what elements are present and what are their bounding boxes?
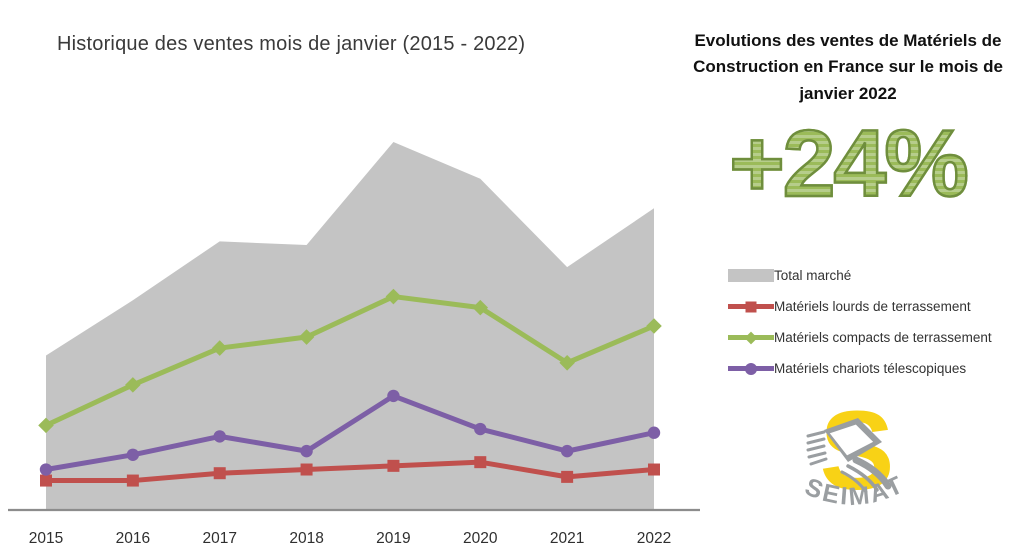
panel-title: Evolutions des ventes de Matériels de Co…	[693, 31, 1003, 103]
circle-marker-icon	[647, 426, 661, 439]
square-marker-icon	[387, 459, 400, 472]
seimat-logo: S SEIMAT	[801, 396, 907, 513]
x-axis-label: 2020	[463, 530, 498, 547]
legend-item-lourds: Matériels lourds de terrassement	[728, 291, 992, 322]
legend-item-compacts: Matériels compacts de terrassement	[728, 322, 992, 353]
legend-label: Matériels compacts de terrassement	[774, 330, 992, 345]
circle-marker-icon	[300, 444, 313, 458]
series-line	[43, 459, 657, 484]
square-marker-icon	[745, 301, 757, 312]
square-marker-icon	[561, 470, 574, 483]
growth-percentage: +24%	[672, 115, 1024, 213]
circle-marker-icon	[560, 444, 574, 458]
square-marker-icon	[300, 463, 313, 476]
x-axis-label: 2016	[116, 530, 150, 547]
legend-item-chariots: Matériels chariots télescopiques	[728, 353, 992, 384]
x-axis-label: 2018	[289, 530, 323, 547]
x-axis-label: 2021	[550, 530, 584, 547]
line-circle-swatch-icon	[728, 362, 774, 375]
diamond-marker-icon	[211, 340, 228, 356]
square-marker-icon	[126, 474, 139, 487]
series-line	[43, 393, 657, 473]
square-marker-icon	[40, 474, 52, 487]
series-line	[43, 294, 657, 428]
x-axis-label: 2019	[376, 530, 410, 547]
square-marker-icon	[213, 467, 226, 480]
circle-marker-icon	[126, 448, 140, 461]
line-square-swatch-icon	[728, 301, 774, 312]
total-market-area	[46, 142, 654, 510]
square-marker-icon	[474, 456, 487, 469]
right-panel: Evolutions des ventes de Matériels de Co…	[672, 0, 1024, 556]
excavator-bucket-icon	[806, 418, 892, 494]
legend-label: Total marché	[774, 268, 852, 283]
circle-marker-icon	[387, 389, 400, 403]
legend-label: Matériels chariots télescopiques	[774, 361, 967, 376]
square-marker-icon	[648, 463, 660, 476]
legend-label: Matériels lourds de terrassement	[774, 299, 971, 314]
circle-marker-icon	[474, 422, 487, 436]
x-axis-label: 2015	[29, 530, 63, 547]
circle-marker-icon	[745, 362, 757, 375]
x-axis-label: 2022	[637, 530, 671, 547]
x-axis-label: 2017	[202, 530, 236, 547]
area-swatch-icon	[728, 269, 774, 282]
circle-marker-icon	[39, 463, 53, 476]
chart-legend: Total marché Matériels lourds de terrass…	[728, 260, 992, 384]
chart-title: Historique des ventes mois de janvier (2…	[57, 33, 526, 55]
line-diamond-swatch-icon	[728, 331, 774, 344]
sales-history-chart: 2015 2016 2017 2018 2019 2020 2021 2022	[8, 142, 700, 547]
circle-marker-icon	[213, 430, 226, 443]
diamond-marker-icon	[744, 331, 758, 344]
legend-item-total-marche: Total marché	[728, 260, 992, 291]
